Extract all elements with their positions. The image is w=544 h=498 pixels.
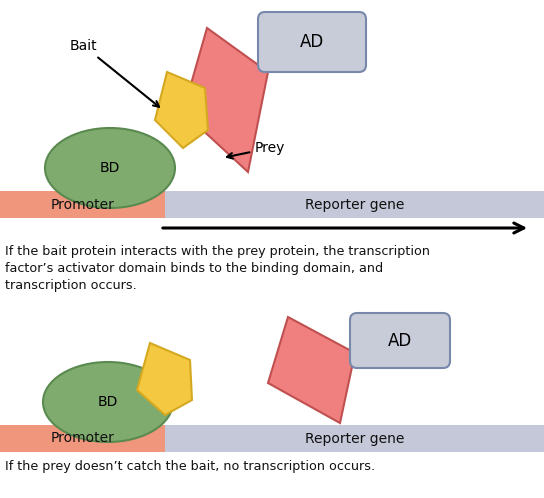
Bar xyxy=(165,425,544,452)
Bar xyxy=(0,425,165,452)
Bar xyxy=(0,191,165,218)
Text: AD: AD xyxy=(388,332,412,350)
Text: AD: AD xyxy=(300,33,324,51)
FancyBboxPatch shape xyxy=(350,313,450,368)
Text: Reporter gene: Reporter gene xyxy=(305,198,404,212)
Polygon shape xyxy=(183,28,268,172)
Text: If the prey doesn’t catch the bait, no transcription occurs.: If the prey doesn’t catch the bait, no t… xyxy=(5,460,375,473)
Polygon shape xyxy=(137,343,192,415)
Text: If the bait protein interacts with the prey protein, the transcription
factor’s : If the bait protein interacts with the p… xyxy=(5,245,430,292)
FancyBboxPatch shape xyxy=(258,12,366,72)
Polygon shape xyxy=(155,72,208,148)
Bar xyxy=(165,191,544,218)
Text: Promoter: Promoter xyxy=(51,198,114,212)
Ellipse shape xyxy=(45,128,175,208)
Text: Bait: Bait xyxy=(70,39,159,107)
Polygon shape xyxy=(268,317,355,423)
Text: Prey: Prey xyxy=(227,141,286,158)
Text: BD: BD xyxy=(98,395,118,409)
Text: BD: BD xyxy=(100,161,120,175)
Text: Reporter gene: Reporter gene xyxy=(305,431,404,446)
Ellipse shape xyxy=(43,362,173,442)
Text: Promoter: Promoter xyxy=(51,431,114,446)
